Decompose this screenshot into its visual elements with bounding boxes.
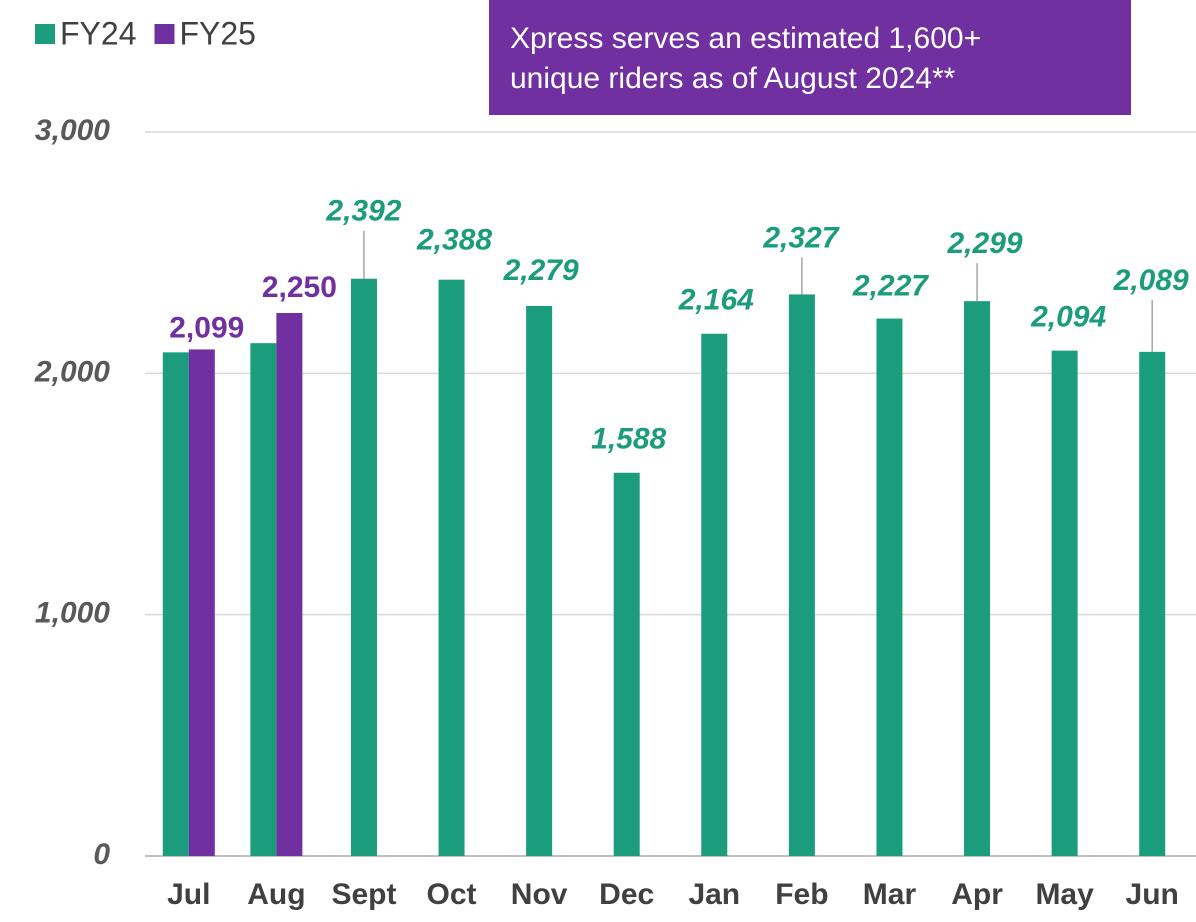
data-label: 2,299 [947,227,1023,260]
legend-swatch [154,24,175,44]
legend-label: FY25 [179,15,255,51]
y-tick-label: 0 [93,838,110,871]
x-tick-label: Dec [599,878,654,911]
annotation-box [489,0,1131,115]
bar [613,472,640,856]
data-label: 2,094 [1030,301,1106,334]
x-tick-label: Jun [1126,878,1179,911]
annotation-text: Xpress serves an estimated 1,600+ [510,22,981,55]
legend-label: FY24 [60,15,136,51]
y-tick-label: 2,000 [34,355,110,388]
x-tick-label: Feb [775,878,828,911]
bar [964,301,991,856]
bar [250,343,277,857]
bar [188,349,215,856]
data-label: 2,392 [325,195,401,228]
x-tick-label: Oct [427,878,477,911]
x-tick-label: Jan [688,878,740,911]
y-tick-label: 1,000 [35,597,110,630]
data-label: 2,227 [852,269,929,302]
data-label: 2,099 [169,311,244,344]
data-label: 1,588 [591,423,666,456]
y-tick-label: 3,000 [35,114,110,147]
x-tick-label: Mar [863,878,917,911]
bar [350,278,377,856]
x-tick-label: Sept [331,878,396,911]
bar [1139,351,1166,856]
legend-swatch [35,24,55,44]
data-label: 2,388 [416,224,492,257]
x-tick-label: May [1035,878,1094,911]
x-tick-label: Nov [511,878,568,911]
data-label: 2,327 [762,221,839,254]
bar [526,306,553,856]
x-tick-label: Jul [167,878,210,911]
x-tick-label: Aug [247,878,305,911]
bar [788,294,815,856]
bar [162,352,189,856]
bar [1051,350,1078,856]
bar [438,279,465,856]
x-tick-label: Apr [951,878,1003,911]
bar [276,313,303,856]
bar [876,318,903,856]
data-label: 2,250 [262,271,337,304]
bar [701,333,728,857]
data-label: 2,089 [1113,264,1189,297]
data-label: 2,164 [678,284,754,317]
data-label: 2,279 [503,254,579,287]
annotation-text: unique riders as of August 2024** [510,62,956,95]
